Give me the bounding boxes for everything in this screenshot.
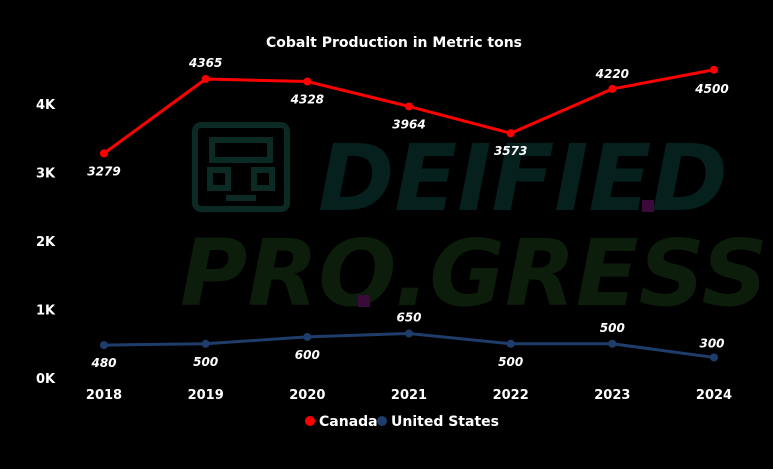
data-point-united-states: [201, 339, 210, 348]
x-axis: 2018 2019 2020 2021 2022 2023 2024: [86, 388, 732, 403]
data-point-canada: [710, 65, 718, 74]
legend: Canada United States: [305, 414, 499, 430]
y-axis: 0K 1K 2K 3K 4K: [36, 98, 56, 387]
data-label-canada: 4220: [595, 67, 629, 81]
y-tick-label: 2K: [36, 235, 56, 250]
legend-label-united-states: United States: [391, 414, 499, 430]
legend-marker-canada: [305, 416, 315, 426]
watermark-line1: DEIFIED: [318, 125, 728, 232]
data-label-united-states: 500: [600, 321, 625, 335]
data-label-canada: 3964: [392, 117, 425, 131]
watermark-dot: [642, 200, 654, 212]
data-point-canada: [201, 74, 210, 83]
data-label-united-states: 500: [498, 355, 523, 369]
x-tick-label: 2022: [493, 388, 529, 403]
x-tick-label: 2023: [594, 388, 630, 403]
watermark: DEIFIED PRO.GRESS: [180, 122, 768, 327]
data-label-united-states: 650: [396, 310, 421, 324]
data-point-canada: [608, 84, 617, 93]
chart-title: Cobalt Production in Metric tons: [266, 35, 522, 51]
data-label-united-states: 480: [90, 356, 116, 370]
data-label-canada: 3573: [494, 144, 527, 158]
data-point-canada: [303, 77, 312, 86]
data-point-united-states: [710, 353, 718, 362]
x-tick-label: 2018: [86, 388, 122, 403]
data-point-canada: [100, 149, 108, 158]
data-point-united-states: [506, 339, 515, 348]
legend-label-canada: Canada: [319, 414, 378, 430]
x-tick-label: 2021: [391, 388, 427, 403]
data-point-united-states: [303, 332, 312, 341]
y-tick-label: 3K: [36, 167, 56, 182]
data-label-canada: 4328: [290, 93, 324, 107]
data-label-canada: 3279: [87, 164, 120, 178]
data-point-united-states: [608, 339, 617, 348]
data-label-united-states: 300: [699, 336, 724, 350]
x-tick-label: 2020: [289, 388, 325, 403]
data-point-united-states: [100, 341, 108, 350]
data-point-united-states: [405, 329, 413, 338]
data-point-canada: [506, 129, 515, 138]
data-label-united-states: 600: [295, 348, 320, 362]
x-tick-label: 2024: [696, 388, 732, 403]
x-tick-label: 2019: [188, 388, 224, 403]
y-tick-label: 4K: [36, 98, 56, 113]
data-label-canada: 4365: [188, 56, 222, 70]
watermark-line2: PRO.GRESS: [180, 220, 768, 327]
y-tick-label: 0K: [36, 372, 56, 387]
watermark-dot: [358, 295, 370, 307]
data-label-canada: 4500: [694, 82, 728, 96]
data-label-united-states: 500: [193, 355, 218, 369]
legend-marker-united-states: [377, 416, 387, 426]
watermark-mask-icon: [192, 122, 290, 212]
series-layer: 3279 4365 4328 3964 3573 4220 4500 480 500 600 650…: [87, 56, 728, 370]
y-tick-label: 1K: [36, 304, 56, 319]
data-point-canada: [405, 102, 413, 111]
